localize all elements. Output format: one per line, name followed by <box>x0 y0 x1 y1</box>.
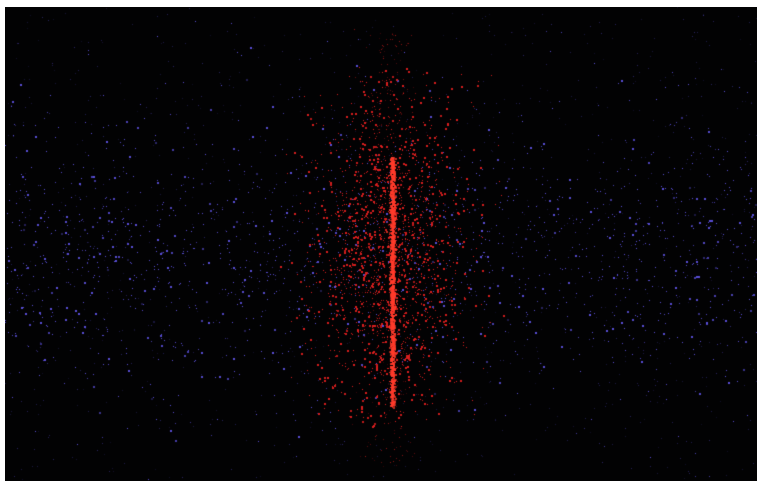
particle-field-image <box>5 7 757 481</box>
particle-field-viewport <box>5 7 757 481</box>
